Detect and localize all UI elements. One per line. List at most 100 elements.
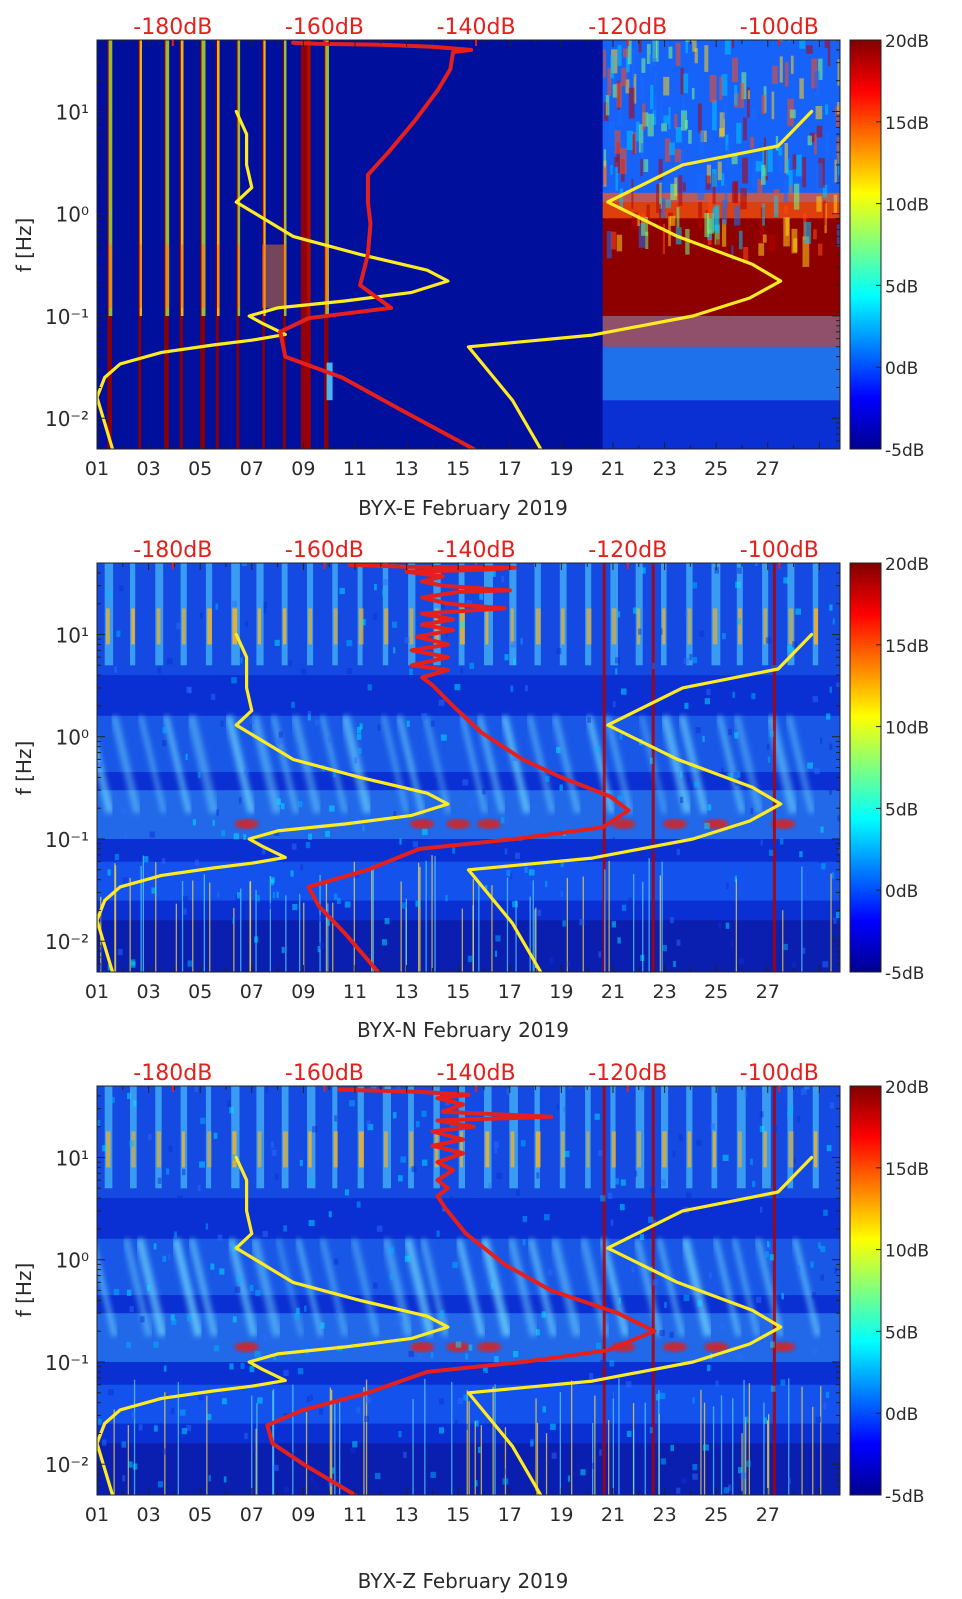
noise-speck (767, 756, 771, 763)
noise-speck (181, 1428, 188, 1435)
noise-speck (674, 177, 678, 196)
noise-speck (606, 231, 612, 259)
noise-speck (628, 87, 635, 119)
noise-speck (780, 1379, 786, 1386)
x-tick-label: 05 (188, 1504, 212, 1526)
low-spike (491, 885, 493, 972)
noise-speck (153, 1243, 157, 1250)
noise-speck (263, 1334, 268, 1341)
noise-speck (660, 1458, 666, 1465)
noise-speck (128, 1461, 133, 1468)
noise-speck (815, 163, 823, 193)
noise-speck (122, 877, 128, 884)
microseism-streak (599, 1238, 630, 1337)
day-column (232, 1131, 237, 1168)
x-tick-label: 17 (498, 981, 522, 1003)
noise-speck (793, 238, 798, 252)
noise-speck (726, 772, 730, 779)
noise-speck (610, 1219, 614, 1226)
noise-speck (788, 1477, 791, 1485)
noise-speck (280, 695, 284, 702)
low-spike (571, 1380, 573, 1495)
noise-speck (605, 94, 610, 116)
colorbar: 20dB 15dB 10dB 5dB 0dB -5dB (849, 32, 929, 461)
noise-speck (614, 728, 618, 735)
energy-spot (704, 819, 729, 829)
noise-speck (374, 584, 377, 591)
stripe (263, 244, 266, 308)
microseism-streak (526, 715, 556, 814)
noise-speck (612, 837, 615, 844)
low-spike (140, 866, 142, 972)
noise-speck (273, 1353, 277, 1361)
noise-speck (114, 854, 119, 861)
low-spike (114, 863, 116, 972)
noise-speck (638, 124, 644, 153)
noise-speck (241, 563, 247, 566)
noise-speck (226, 1100, 231, 1107)
noise-speck (603, 149, 607, 169)
noise-speck (763, 1417, 767, 1424)
colorbar-ticks: 20dB 15dB 10dB 5dB 0dB -5dB (876, 1078, 929, 1507)
day-column (813, 1131, 818, 1168)
low-spike (233, 908, 235, 972)
noise-speck (829, 743, 833, 750)
x-tick-label: 25 (704, 458, 728, 480)
day-column (257, 1131, 262, 1168)
noise-speck (524, 685, 529, 692)
x-tick-label: 15 (446, 1504, 470, 1526)
noise-speck (833, 40, 837, 41)
low-spike (612, 1392, 614, 1495)
noise-speck (836, 911, 840, 919)
noise-speck (474, 1197, 481, 1205)
noise-speck (789, 1105, 794, 1112)
noise-speck (274, 1173, 279, 1180)
noise-speck (661, 1179, 666, 1186)
noise-speck (676, 207, 680, 228)
noise-speck (759, 1111, 764, 1118)
noise-speck (502, 1478, 509, 1485)
noise-speck (765, 637, 772, 644)
noise-speck (496, 1172, 503, 1179)
low-spike (594, 1395, 596, 1495)
noise-speck (829, 686, 832, 693)
noise-speck (676, 848, 680, 855)
noise-model-curve-low (97, 632, 450, 972)
noise-speck (747, 87, 750, 118)
low-spike (299, 894, 301, 972)
red-curve (306, 563, 631, 972)
noise-speck (731, 155, 738, 165)
noise-speck (740, 1472, 747, 1479)
noise-speck (833, 917, 837, 924)
y-tick-label: 10⁻² (45, 1453, 89, 1477)
noise-speck (163, 1365, 167, 1372)
noise-speck (723, 1487, 730, 1494)
noise-speck (787, 645, 793, 652)
noise-speck (271, 1149, 277, 1156)
noise-speck (397, 1315, 403, 1322)
noise-speck (704, 822, 710, 829)
noise-speck (599, 1449, 602, 1456)
colorbar-tick-label: 20dB (885, 32, 929, 52)
noise-speck (826, 1145, 832, 1152)
noise-speck (182, 1169, 186, 1176)
low-spike (700, 1389, 702, 1495)
day-column (131, 608, 135, 645)
noise-speck (439, 1309, 445, 1317)
colorbar-tick-label: 20dB (885, 1078, 929, 1098)
stripe (108, 244, 112, 308)
noise-speck (220, 720, 224, 727)
day-column (333, 1131, 338, 1168)
noise-speck (307, 714, 311, 721)
noise-speck (127, 1092, 132, 1100)
noise-speck (234, 1286, 241, 1293)
stripe (217, 244, 220, 308)
day-column (738, 1131, 742, 1168)
noise-speck (673, 960, 676, 968)
noise-speck (772, 843, 777, 850)
noise-speck (814, 134, 817, 155)
noise-speck (724, 178, 728, 209)
noise-speck (510, 641, 516, 648)
noise-speck (679, 149, 685, 171)
noise-speck (297, 1368, 304, 1375)
